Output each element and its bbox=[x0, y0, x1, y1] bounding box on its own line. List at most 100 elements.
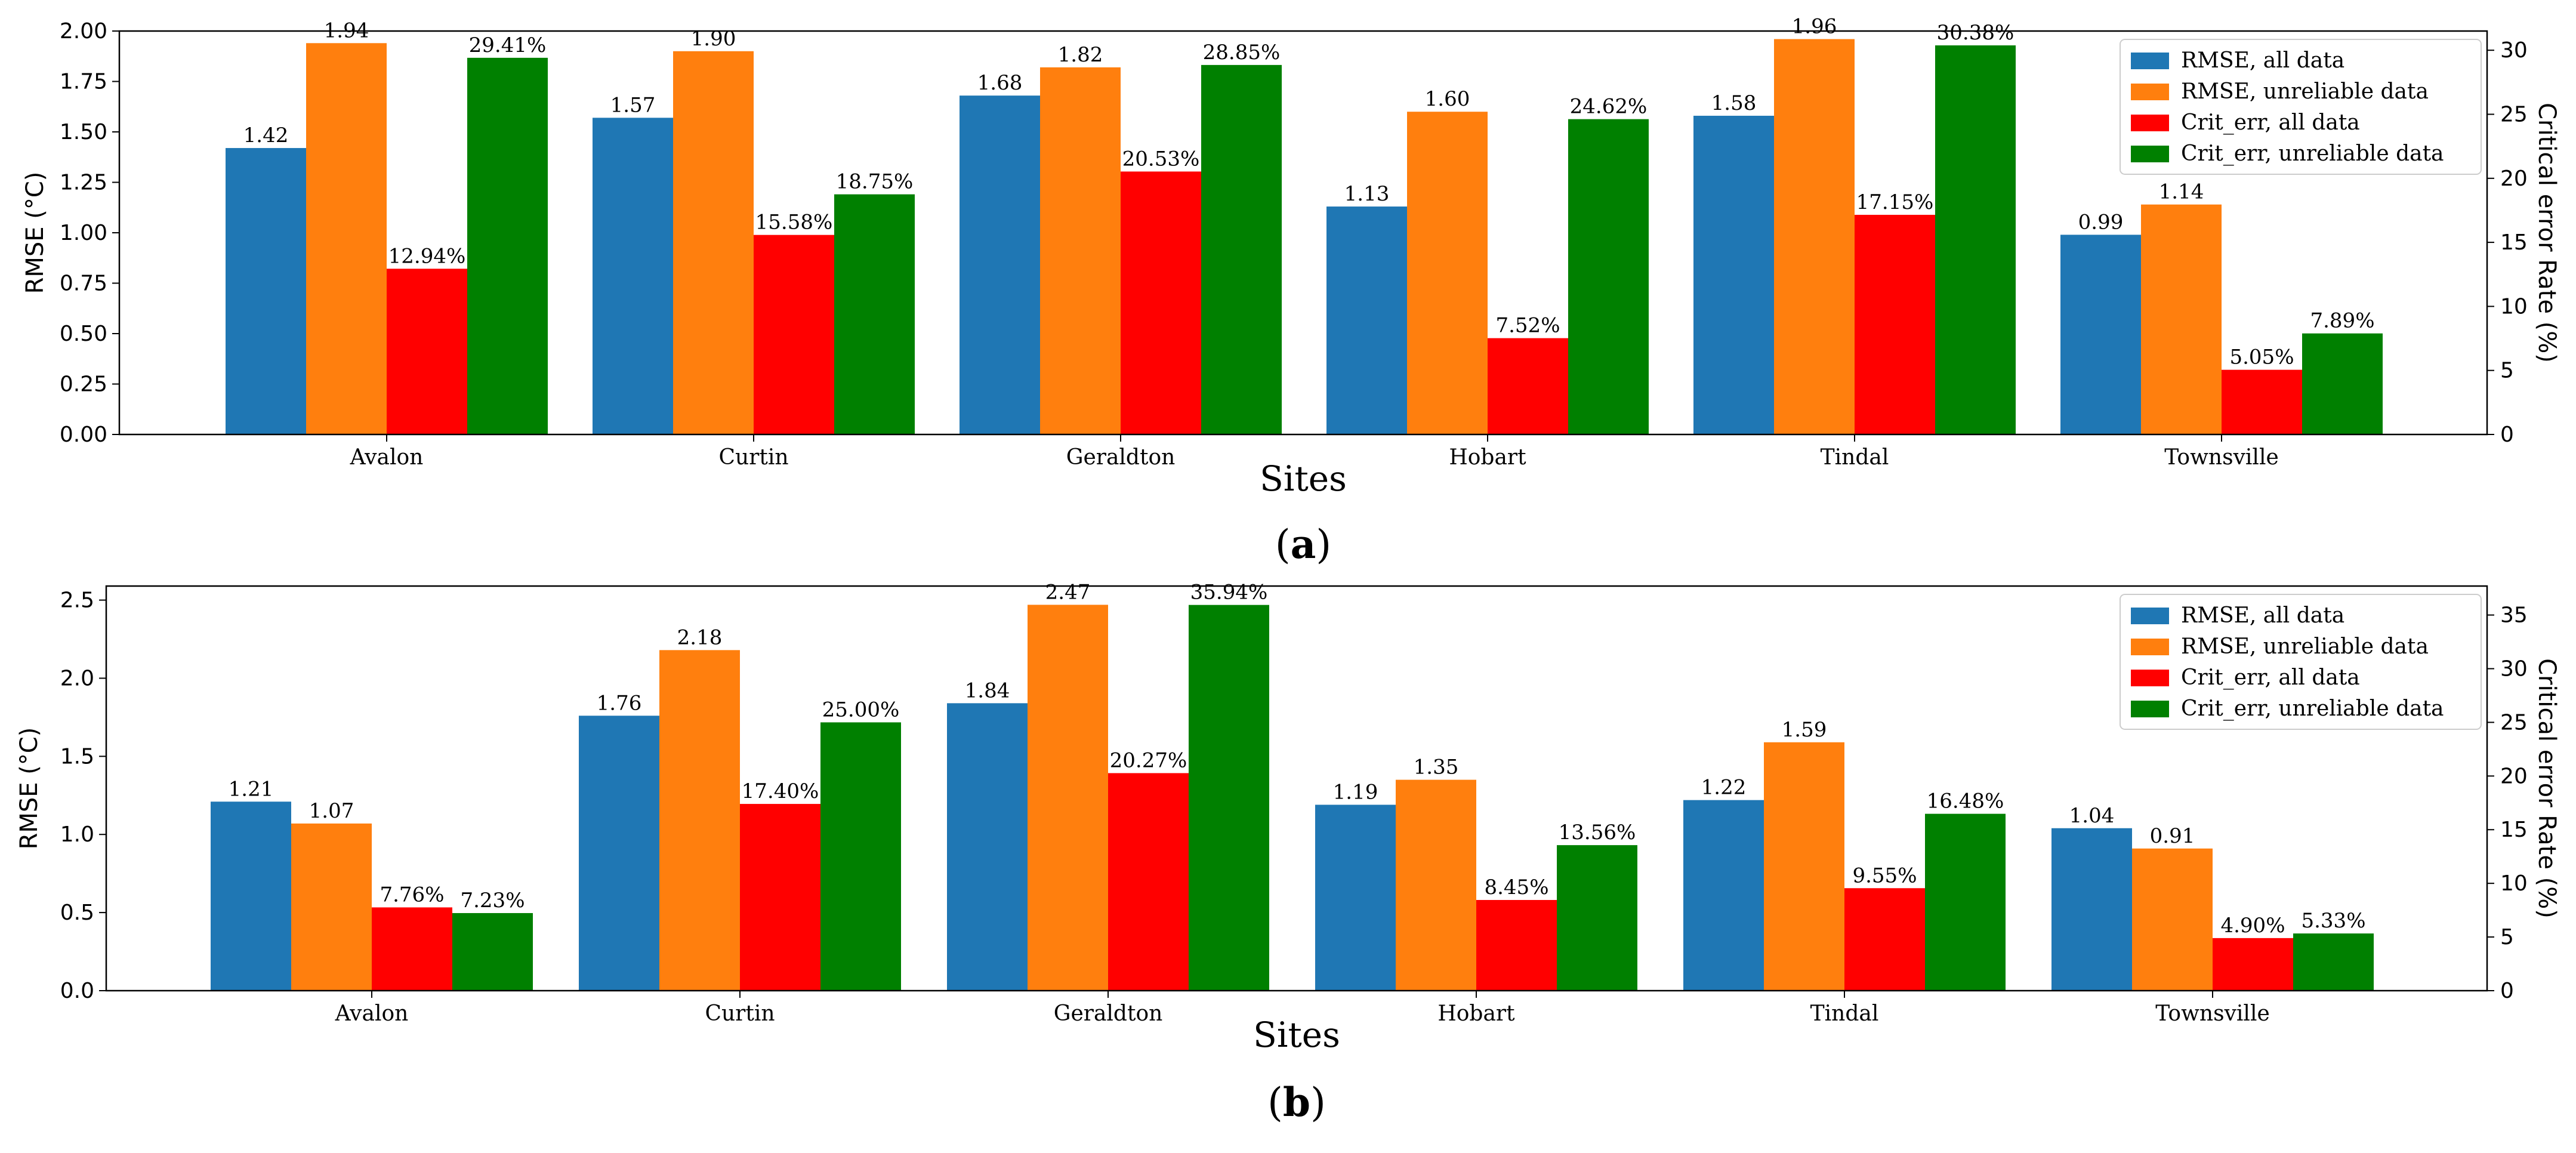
bar bbox=[593, 118, 673, 435]
bar bbox=[1764, 742, 1844, 991]
y-tick-label: 0.50 bbox=[60, 322, 107, 346]
bar bbox=[1121, 171, 1201, 434]
bar-value-label: 12.94% bbox=[388, 244, 466, 268]
bar-value-label: 1.07 bbox=[309, 799, 354, 823]
bar bbox=[659, 650, 740, 991]
legend-entry-label: RMSE, unreliable data bbox=[2181, 79, 2429, 104]
y2-axis-label: Critical error Rate (%) bbox=[2533, 103, 2560, 363]
x-tick-label: Curtin bbox=[718, 445, 788, 470]
bar-value-label: 17.40% bbox=[742, 779, 819, 803]
bar bbox=[291, 823, 372, 991]
bar-value-label: 1.04 bbox=[2069, 804, 2115, 828]
bar-value-label: 7.89% bbox=[2310, 309, 2374, 333]
x-tick-label: Townsville bbox=[2155, 1001, 2270, 1026]
bar-value-label: 0.99 bbox=[2078, 210, 2124, 234]
bar bbox=[1855, 214, 1935, 434]
bar bbox=[740, 804, 820, 991]
y-tick-label: 2.00 bbox=[60, 19, 107, 44]
y-tick-label: 1.0 bbox=[60, 822, 94, 847]
legend-swatch bbox=[2131, 701, 2169, 717]
bar bbox=[2051, 828, 2132, 991]
legend-entry-label: Crit_err, unreliable data bbox=[2181, 141, 2444, 166]
bar-value-label: 1.96 bbox=[1792, 15, 1837, 39]
legend-entry-label: Crit_err, all data bbox=[2181, 110, 2360, 135]
y2-tick-label: 25 bbox=[2500, 102, 2528, 127]
legend-entry-label: RMSE, all data bbox=[2181, 603, 2344, 628]
y2-tick-label: 30 bbox=[2500, 38, 2528, 63]
bar-value-label: 25.00% bbox=[822, 698, 900, 722]
bar bbox=[2141, 204, 2222, 434]
y2-tick-label: 15 bbox=[2500, 230, 2528, 255]
bar-value-label: 29.41% bbox=[469, 33, 547, 57]
bar bbox=[1040, 67, 1121, 435]
bar bbox=[1844, 888, 1925, 991]
bar-value-label: 20.53% bbox=[1122, 147, 1200, 171]
bar bbox=[960, 95, 1040, 434]
bar bbox=[1935, 45, 2016, 435]
bar bbox=[1568, 119, 1649, 435]
bar bbox=[1476, 900, 1557, 991]
chart-panel-b: 0.0 0.5 1.0 1.5 2.0 2.5 0 5 10 15 20 25 30 35 1.21 1.07… bbox=[16, 580, 2560, 1126]
bar-value-label: 20.27% bbox=[1110, 748, 1187, 772]
bar bbox=[2302, 333, 2383, 434]
bar-value-label: 1.13 bbox=[1344, 182, 1390, 206]
bar bbox=[211, 801, 291, 991]
bar bbox=[467, 57, 548, 435]
legend-swatch bbox=[2131, 146, 2169, 162]
legend-entry-label: Crit_err, all data bbox=[2181, 665, 2360, 690]
y-tick-label: 1.50 bbox=[60, 120, 107, 144]
bar bbox=[947, 703, 1028, 991]
bar bbox=[1407, 112, 1488, 434]
bar bbox=[1326, 206, 1407, 434]
bar bbox=[387, 269, 467, 434]
x-tick-label: Geraldton bbox=[1054, 1001, 1163, 1026]
y-tick-label: 0.5 bbox=[60, 901, 94, 925]
bar bbox=[1396, 779, 1476, 991]
bar-value-label: 1.19 bbox=[1333, 780, 1378, 804]
legend-swatch bbox=[2131, 53, 2169, 69]
bar bbox=[1774, 39, 1855, 434]
bar bbox=[2132, 848, 2213, 991]
bar bbox=[1189, 605, 1269, 991]
bar-value-label: 7.76% bbox=[380, 883, 444, 907]
bar-value-label: 5.33% bbox=[2301, 909, 2365, 933]
bar-value-label: 1.84 bbox=[965, 679, 1010, 702]
bar-value-label: 1.76 bbox=[597, 691, 642, 715]
plot-frame bbox=[105, 585, 2488, 992]
bar-value-label: 1.68 bbox=[977, 71, 1023, 95]
bar-value-label: 7.52% bbox=[1495, 314, 1560, 338]
bar bbox=[1201, 64, 1282, 434]
y-tick-label: 1.75 bbox=[60, 70, 107, 94]
x-tick-label: Hobart bbox=[1437, 1001, 1515, 1026]
bar-value-label: 1.35 bbox=[1414, 756, 1459, 779]
bar-value-label: 35.94% bbox=[1190, 581, 1268, 605]
x-tick-label: Tindal bbox=[1821, 445, 1889, 470]
bar-value-label: 13.56% bbox=[1559, 821, 1636, 844]
bar bbox=[2213, 938, 2293, 991]
y2-tick-label: 10 bbox=[2500, 871, 2528, 896]
legend-swatch bbox=[2131, 670, 2169, 686]
bar-value-label: 9.55% bbox=[1852, 864, 1917, 887]
x-tick-label: Tindal bbox=[1810, 1001, 1879, 1026]
bar-value-label: 1.58 bbox=[1711, 91, 1757, 115]
bar bbox=[226, 148, 306, 435]
legend-box bbox=[2120, 39, 2482, 175]
bar-value-label: 2.47 bbox=[1045, 580, 1091, 604]
x-tick-label: Townsville bbox=[2164, 445, 2279, 470]
bar-value-label: 24.62% bbox=[1570, 95, 1648, 119]
y2-tick-label: 0 bbox=[2500, 423, 2514, 447]
y-tick-label: 1.25 bbox=[60, 171, 107, 195]
bar-value-label: 7.23% bbox=[460, 889, 525, 912]
bar bbox=[372, 907, 452, 991]
x-tick-label: Hobart bbox=[1449, 445, 1526, 470]
y2-tick-label: 15 bbox=[2500, 818, 2528, 842]
bar bbox=[1683, 800, 1764, 991]
legend-swatch bbox=[2131, 608, 2169, 624]
bar bbox=[1925, 813, 2006, 991]
bar-value-label: 15.58% bbox=[755, 211, 833, 235]
panel-caption: (a) bbox=[1275, 521, 1331, 568]
y-tick-label: 0.75 bbox=[60, 272, 107, 296]
bar bbox=[579, 716, 659, 991]
